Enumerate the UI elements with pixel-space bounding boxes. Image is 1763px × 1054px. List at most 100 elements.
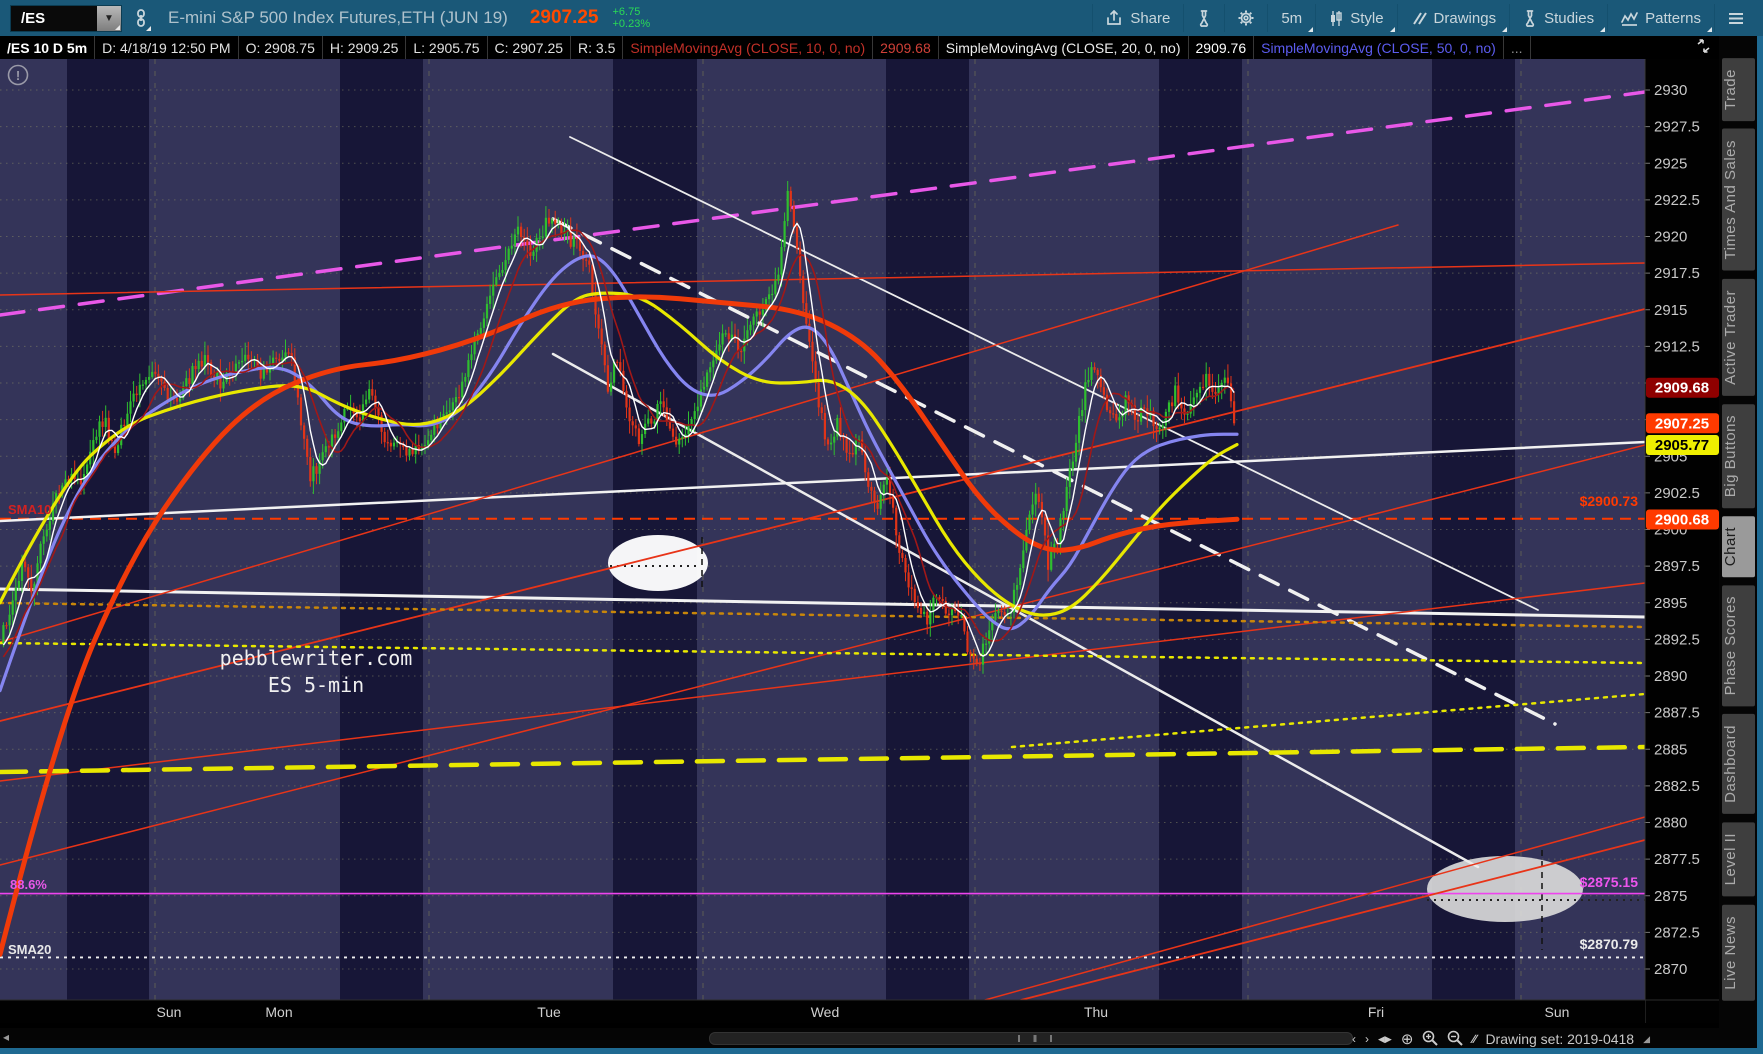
sma10-study-label[interactable]: SimpleMovingAvg (CLOSE, 10, 0, no) bbox=[623, 36, 874, 60]
red-target-upper bbox=[1020, 839, 1645, 1001]
y-axis-tick-label: 2897.5 bbox=[1654, 558, 1700, 575]
sma10-price-label: $2900.73 bbox=[1580, 493, 1639, 509]
price-axis[interactable]: 2930 2927.5 2925 2922.5 2920 2917.5 2915 2912.5… bbox=[1644, 59, 1719, 1024]
tab-live-news[interactable]: Live News bbox=[1721, 904, 1755, 1001]
chart-area[interactable]: SMA10 SMA20 88.6% $2900.73 $2875.15 $2870.79 p… bbox=[0, 59, 1719, 1028]
scrollbar-grip[interactable] bbox=[1018, 1035, 1052, 1043]
x-axis-day-label: Wed bbox=[811, 1004, 840, 1020]
ma-yellow-line bbox=[0, 291, 1239, 618]
step-back-icon[interactable]: ‹ bbox=[1352, 1032, 1356, 1047]
y-axis-tick-label: 2875 bbox=[1654, 888, 1687, 905]
beaker-icon bbox=[1197, 9, 1211, 27]
x-axis-day-label: Tue bbox=[537, 1004, 561, 1020]
menu-button[interactable] bbox=[1714, 4, 1757, 32]
y-axis-tick-label: 2915 bbox=[1654, 302, 1687, 319]
y-axis-tick-label: 2922.5 bbox=[1654, 192, 1700, 209]
price-change: +6.75 +0.23% bbox=[613, 6, 651, 30]
patterns-icon bbox=[1621, 11, 1638, 26]
sma20-daily-label: SMA20 bbox=[8, 942, 51, 957]
sma10-value: 2909.68 bbox=[873, 36, 939, 60]
sma20-line bbox=[2, 223, 1235, 658]
drawings-icon bbox=[1411, 11, 1427, 26]
y-axis-tick-label: 2877.5 bbox=[1654, 851, 1700, 868]
y-axis-tick-label: 2902.5 bbox=[1654, 485, 1700, 502]
share-button[interactable]: Share bbox=[1092, 4, 1183, 32]
tab-level-ii[interactable]: Level II bbox=[1721, 822, 1755, 897]
tab-trade[interactable]: Trade bbox=[1721, 58, 1755, 122]
beaker-icon bbox=[1523, 9, 1537, 27]
quick-study-button[interactable] bbox=[1183, 4, 1224, 32]
y-axis-tick-label: 2880 bbox=[1654, 815, 1687, 832]
drawings-quick-icon[interactable]: ∕∕ bbox=[1472, 1032, 1477, 1047]
sma20-study-label[interactable]: SimpleMovingAvg (CLOSE, 20, 0, no) bbox=[939, 36, 1189, 60]
drawing-set-dropdown-icon[interactable]: ◢ bbox=[1643, 1033, 1651, 1044]
y-axis-tick-label: 2920 bbox=[1654, 229, 1687, 246]
white-support-lower bbox=[0, 587, 1645, 619]
low-readout: L: 2905.75 bbox=[406, 36, 488, 60]
tab-times-and-sales[interactable]: Times And Sales bbox=[1721, 129, 1755, 271]
date-readout: D: 4/18/19 12:50 PM bbox=[95, 36, 239, 60]
share-label: Share bbox=[1130, 9, 1171, 27]
tab-active-trader[interactable]: Active Trader bbox=[1721, 278, 1755, 396]
watermark-line-2: ES 5-min bbox=[268, 673, 364, 697]
timeframe-button[interactable]: 5m bbox=[1267, 4, 1315, 32]
toolbar-buttons: Share 5m Style Drawings Studies Patterns bbox=[1092, 0, 1757, 36]
drawings-label: Drawings bbox=[1433, 9, 1497, 27]
gear-icon bbox=[1238, 10, 1254, 26]
instrument-title: E-mini S&P 500 Index Futures,ETH (JUN 19… bbox=[168, 8, 508, 27]
last-price: 2907.25 bbox=[529, 7, 599, 28]
link-icon[interactable] bbox=[130, 5, 152, 32]
open-readout: O: 2908.75 bbox=[239, 36, 323, 60]
tab-big-buttons[interactable]: Big Buttons bbox=[1721, 403, 1755, 508]
style-button[interactable]: Style bbox=[1315, 4, 1396, 32]
symbol-dropdown-arrow-icon[interactable]: ▼ bbox=[97, 5, 121, 31]
step-forward-icon[interactable]: › bbox=[1365, 1032, 1369, 1047]
pan-left-icon[interactable]: ◂ bbox=[3, 1030, 10, 1045]
red-fan-3 bbox=[0, 444, 1645, 867]
studies-button[interactable]: Studies bbox=[1509, 4, 1607, 32]
zoom-in-icon[interactable] bbox=[1422, 1030, 1439, 1049]
orange-dotted bbox=[0, 602, 1645, 629]
y-axis-tick-label: 2882.5 bbox=[1654, 778, 1700, 795]
y-axis-tick-label: 2887.5 bbox=[1654, 705, 1700, 722]
tab-phase-scores[interactable]: Phase Scores bbox=[1721, 584, 1755, 707]
y-axis-tick-label: 2912.5 bbox=[1654, 339, 1700, 356]
expand-horizontal-icon[interactable]: ◀▶ bbox=[1378, 1033, 1392, 1044]
drawings-button[interactable]: Drawings bbox=[1396, 4, 1510, 32]
pan-mode-icon[interactable]: ⊕ bbox=[1400, 1031, 1414, 1049]
tab-chart[interactable]: Chart bbox=[1721, 515, 1755, 577]
red-target-lower bbox=[984, 816, 1645, 1001]
share-icon bbox=[1106, 10, 1123, 26]
time-scrollbar[interactable] bbox=[709, 1032, 1353, 1046]
drawing-set-selector[interactable]: Drawing set: 2019-0418 bbox=[1485, 1031, 1635, 1048]
time-axis[interactable]: Sun Mon Tue Wed Thu Fri Sun bbox=[0, 999, 1719, 1024]
sma10-line bbox=[2, 229, 1235, 658]
sma10-daily-label: SMA10 bbox=[8, 502, 51, 517]
chart-detach-icon[interactable] bbox=[1696, 39, 1711, 56]
svg-text:!: ! bbox=[16, 68, 20, 83]
sma20-price-label: $2870.79 bbox=[1580, 936, 1639, 952]
y-axis-tick-label: 2885 bbox=[1654, 742, 1687, 759]
tab-dashboard[interactable]: Dashboard bbox=[1721, 714, 1755, 815]
price-badge bbox=[1646, 509, 1719, 530]
studies-label: Studies bbox=[1544, 9, 1595, 27]
candlestick-icon bbox=[1329, 10, 1343, 27]
price-badge-value: 2900.68 bbox=[1655, 512, 1709, 529]
symbol-combobox[interactable]: /ES ▼ bbox=[10, 4, 122, 32]
y-axis-tick-label: 2890 bbox=[1654, 668, 1687, 685]
price-badge bbox=[1646, 413, 1719, 434]
x-axis-day-label: Fri bbox=[1368, 1004, 1384, 1020]
zoom-out-icon[interactable] bbox=[1447, 1030, 1464, 1049]
y-axis-tick-label: 2925 bbox=[1654, 156, 1687, 173]
y-axis-tick-label: 2870 bbox=[1654, 961, 1687, 978]
sma50-study-label[interactable]: SimpleMovingAvg (CLOSE, 50, 0, no) bbox=[1254, 36, 1504, 60]
settings-button[interactable] bbox=[1224, 4, 1267, 32]
patterns-button[interactable]: Patterns bbox=[1607, 4, 1714, 32]
chart-canvas[interactable]: SMA10 SMA20 88.6% $2900.73 $2875.15 $2870.79 p… bbox=[0, 59, 1719, 1024]
yellow-dashed-thick bbox=[0, 745, 1645, 775]
right-tab-strip: Trade Times And Sales Active Trader Big But… bbox=[1719, 36, 1757, 1048]
more-studies-ellipsis[interactable]: ... bbox=[1504, 36, 1531, 60]
y-axis-tick-label: 2927.5 bbox=[1654, 119, 1700, 136]
change-percent: +0.23% bbox=[612, 18, 651, 30]
